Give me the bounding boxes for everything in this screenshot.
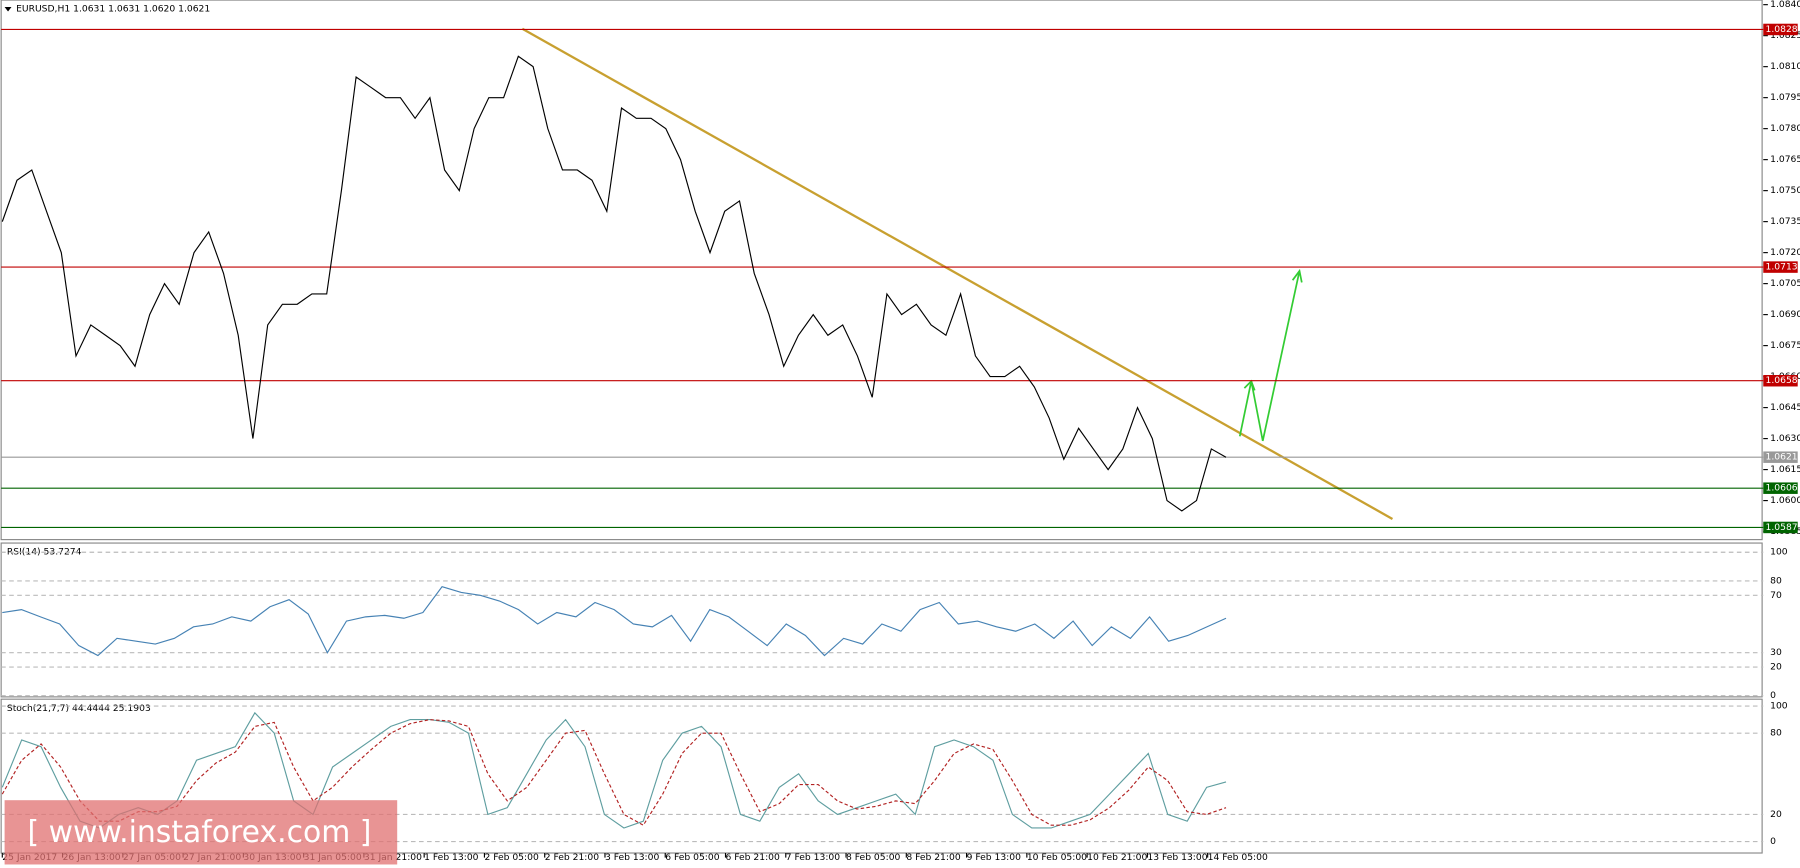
y-tick-label: 1.0690 — [1770, 309, 1800, 320]
x-tick-label: 2 Feb 21:00 — [545, 852, 600, 863]
y-tick-label: 1.0600 — [1770, 495, 1800, 506]
level-label-box — [1763, 374, 1798, 387]
y-tick-label: 1.0765 — [1770, 154, 1800, 165]
chart-title: EURUSD,H1 1.0631 1.0631 1.0620 1.0621 — [16, 4, 210, 15]
trend-line — [521, 27, 1394, 520]
x-tick-label: 8 Feb 05:00 — [846, 852, 901, 863]
x-tick-label: 14 Feb 05:00 — [1208, 852, 1268, 863]
y-tick-label: 1.0705 — [1770, 278, 1800, 289]
y-tick-label: 80 — [1770, 575, 1782, 586]
price-panel — [0, 0, 1763, 541]
level-label-box — [1763, 23, 1798, 36]
y-tick-label: 1.0630 — [1770, 433, 1800, 444]
stoch-line — [1, 711, 1227, 829]
x-tick-label: 10 Feb 05:00 — [1027, 852, 1087, 863]
y-tick-label: 80 — [1770, 728, 1782, 739]
y-tick-label: 100 — [1770, 547, 1788, 558]
x-tick-label: 3 Feb 13:00 — [605, 852, 660, 863]
y-tick-label: 1.0780 — [1770, 123, 1800, 134]
y-tick-label: 1.0810 — [1770, 61, 1800, 72]
y-tick-label: 1.0825 — [1770, 30, 1800, 41]
y-tick-label: 20 — [1770, 809, 1782, 820]
level-label-box — [1763, 451, 1798, 463]
y-tick-label: 1.0750 — [1770, 185, 1800, 196]
y-tick-label: 0 — [1770, 690, 1776, 701]
y-tick-label: 1.0675 — [1770, 340, 1800, 351]
x-tick-label: 9 Feb 13:00 — [967, 852, 1022, 863]
y-tick-label: 1.0645 — [1770, 402, 1800, 413]
y-tick-label: 0 — [1770, 836, 1776, 847]
y-tick-label: 20 — [1770, 662, 1782, 673]
rsi-line — [2, 586, 1227, 657]
x-tick-label: 1 Feb 13:00 — [424, 852, 479, 863]
y-tick-label: 70 — [1770, 590, 1782, 601]
y-tick-label: 100 — [1770, 701, 1788, 712]
x-tick-label: 6 Feb 05:00 — [665, 852, 720, 863]
x-tick-label: 13 Feb 13:00 — [1147, 852, 1207, 863]
level-label: 1.0658 — [1766, 375, 1798, 386]
level-label-box — [1763, 482, 1798, 494]
y-tick-label: 30 — [1770, 647, 1782, 658]
y-tick-label: 1.0720 — [1770, 247, 1800, 258]
level-label: 1.0587 — [1766, 522, 1798, 533]
x-tick-label: 7 Feb 13:00 — [786, 852, 841, 863]
x-tick-label: 2 Feb 05:00 — [484, 852, 539, 863]
stoch-panel — [0, 698, 1763, 854]
level-label: 1.0621 — [1766, 452, 1798, 463]
rsi-panel — [0, 542, 1763, 698]
level-label: 1.0713 — [1766, 262, 1798, 273]
y-tick-label: 1.0795 — [1770, 92, 1800, 103]
y-tick-label: 1.0840 — [1770, 0, 1800, 10]
stoch-line — [1, 719, 1227, 826]
y-tick-label: 1.0735 — [1770, 216, 1800, 227]
watermark: [ www.instaforex.com ] — [28, 815, 372, 850]
level-label: 1.0828 — [1766, 24, 1798, 35]
level-label-box — [1763, 521, 1798, 534]
level-label: 1.0606 — [1766, 483, 1798, 494]
x-tick-label: 6 Feb 21:00 — [726, 852, 781, 863]
menu-arrow[interactable] — [4, 6, 12, 12]
watermark-box — [4, 800, 398, 865]
level-label-box — [1763, 261, 1798, 273]
y-tick-label: 1.0615 — [1770, 464, 1800, 475]
x-tick-label: 8 Feb 21:00 — [906, 852, 961, 863]
x-tick-label: 10 Feb 21:00 — [1087, 852, 1147, 863]
stoch-title: Stoch(21,7,7) 44.4444 25.1903 — [7, 703, 151, 714]
price-line — [1, 55, 1227, 512]
forecast-arrow — [1238, 270, 1301, 442]
